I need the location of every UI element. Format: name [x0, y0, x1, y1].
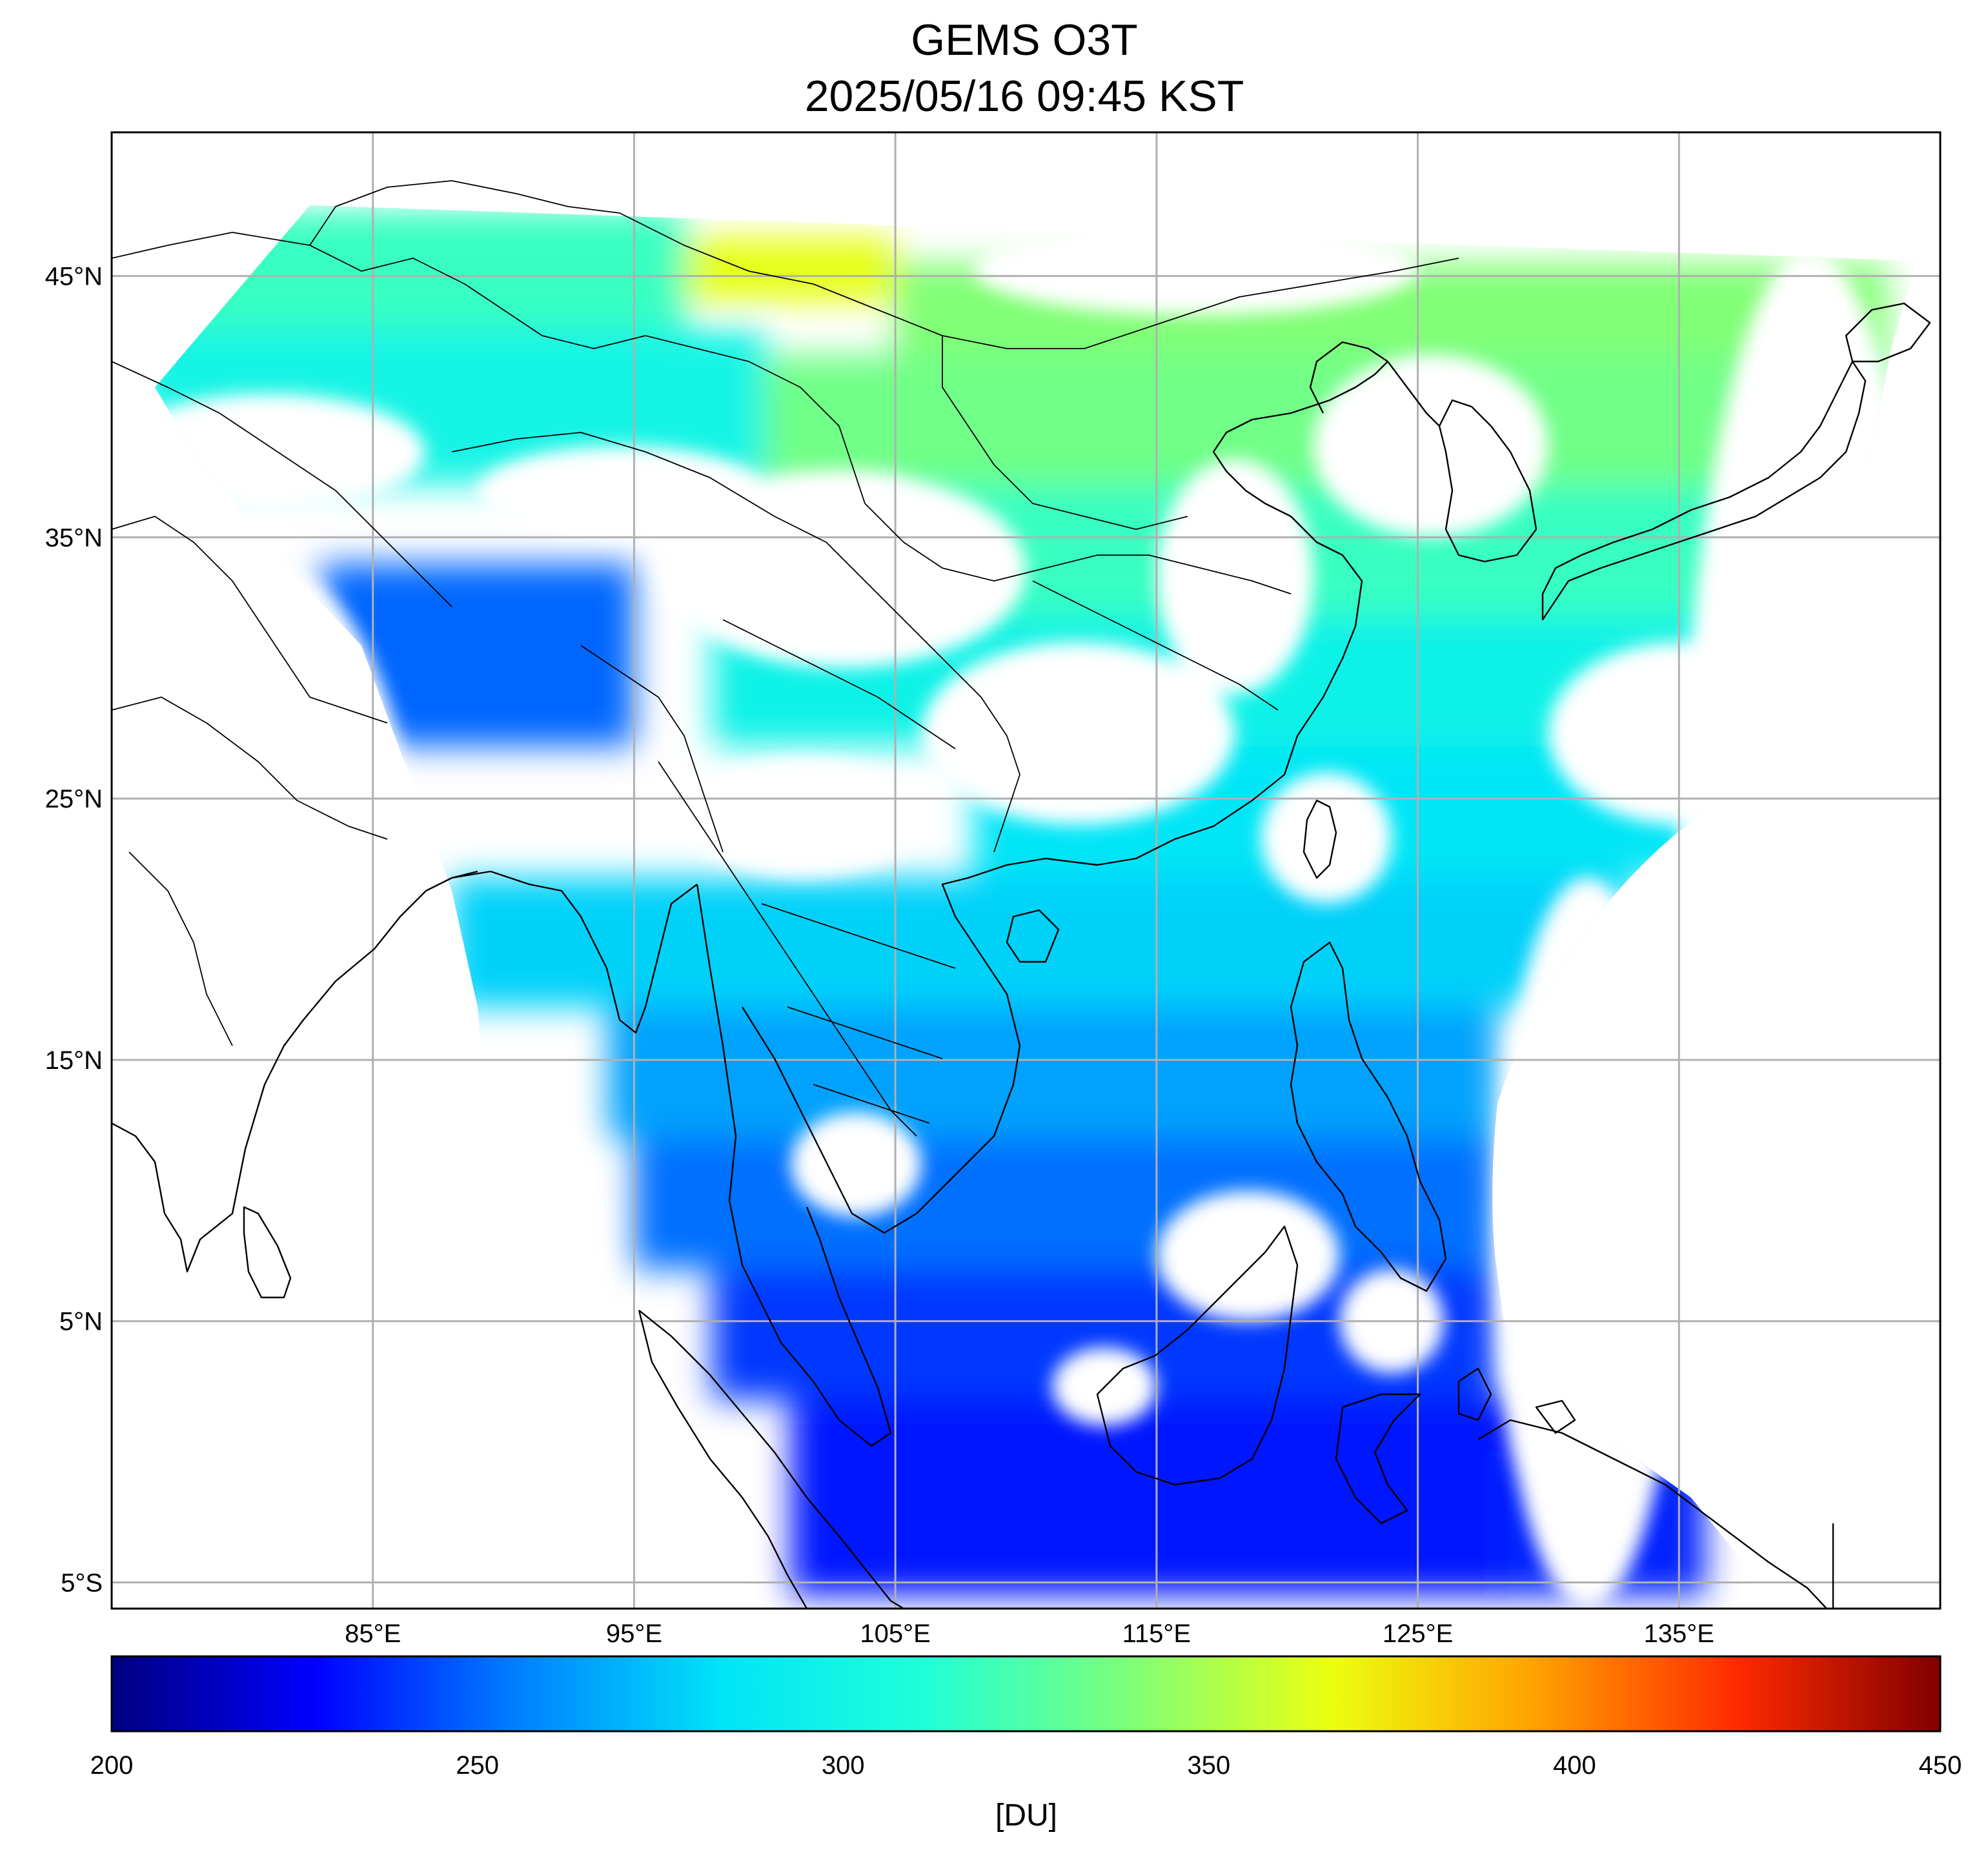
ozone-field-patch [451, 877, 1627, 1008]
cloud-mask-patch [1261, 772, 1392, 904]
cloud-mask-patch [973, 223, 1418, 316]
colorbar: 200 250 300 350 400 450 [DU] [90, 1655, 1962, 1833]
coastline-east-china [1212, 361, 1388, 627]
coastline-bohai [1309, 341, 1440, 427]
coastline-korea [1438, 399, 1537, 563]
coastlines-and-borders [112, 180, 1931, 1609]
gridlines [112, 132, 1940, 1609]
coastline-taiwan [1303, 799, 1337, 879]
colorbar-tick-labels: 200 250 300 350 400 450 [90, 1751, 1962, 1780]
colorbar-tick-label: 400 [1553, 1751, 1596, 1780]
latitude-tick-label: 35°N [45, 523, 103, 552]
coastline-sri-lanka [243, 1206, 292, 1299]
coastline-hokkaido [1845, 302, 1931, 363]
coastline-hainan [1006, 909, 1060, 963]
latitude-tick-label: 5°S [61, 1569, 103, 1598]
latitude-tick-label: 25°N [45, 785, 103, 813]
colorbar-tick-label: 200 [90, 1751, 134, 1780]
chart-subtitle: 2025/05/16 09:45 KST [805, 72, 1244, 121]
chart-title-group: GEMS O3T 2025/05/16 09:45 KST [805, 15, 1244, 121]
coastline-sulawesi [1335, 1393, 1421, 1525]
longitude-tick-label: 135°E [1644, 1620, 1714, 1648]
cloud-mask-patch [686, 759, 922, 877]
border-lines-west [112, 232, 698, 1046]
chart-title: GEMS O3T [911, 15, 1137, 65]
map-area [112, 132, 1940, 1609]
border-lines-southeast-asia [658, 761, 956, 1137]
coastline-new-guinea [1477, 1419, 1834, 1609]
ozone-field-patch [634, 1138, 1496, 1269]
longitude-tick-label: 85°E [345, 1620, 401, 1648]
latitude-tick-label: 5°N [59, 1308, 103, 1336]
colorbar-tick-label: 250 [456, 1751, 499, 1780]
longitude-tick-label: 95°E [606, 1620, 662, 1648]
coastline-philippines [1290, 941, 1447, 1292]
latitude-tick-labels: 45°N 35°N 25°N 15°N 5°N 5°S [45, 263, 103, 1598]
coastline-borneo [1096, 1225, 1299, 1486]
coastline-south-china [1006, 625, 1357, 866]
border-lines-china [451, 432, 1292, 853]
cloud-mask-patch [1156, 1190, 1340, 1321]
colorbar-tick-label: 450 [1919, 1751, 1962, 1780]
coastline-sumatra [638, 1310, 904, 1609]
latitude-tick-label: 45°N [45, 263, 103, 291]
coastline-bay-of-bengal [451, 870, 698, 1034]
cloud-mask-patch [660, 472, 1026, 668]
latitude-tick-label: 15°N [45, 1046, 103, 1075]
colorbar-tick-label: 350 [1187, 1751, 1230, 1780]
coastline-moluccas [1457, 1367, 1576, 1434]
border-lines-north [309, 180, 1459, 530]
colorbar-gradient [110, 1655, 1942, 1733]
coastline-india [112, 870, 478, 1273]
map-frame [110, 131, 1942, 1610]
coastline-indochina [741, 864, 1021, 1234]
longitude-tick-labels: 85°E 95°E 105°E 115°E 125°E 135°E [345, 1620, 1714, 1648]
colorbar-tick-label: 300 [822, 1751, 865, 1780]
ozone-field-patch [607, 1008, 1496, 1139]
cloud-mask-patch [1313, 354, 1548, 538]
longitude-tick-label: 115°E [1122, 1620, 1191, 1648]
cloud-mask-patch [791, 1112, 922, 1217]
coastline-malay-peninsula [696, 884, 892, 1447]
longitude-tick-label: 125°E [1383, 1620, 1453, 1648]
longitude-tick-label: 105°E [860, 1620, 930, 1648]
colorbar-unit-label: [DU] [995, 1798, 1057, 1833]
ozone-field-patch [686, 236, 896, 303]
